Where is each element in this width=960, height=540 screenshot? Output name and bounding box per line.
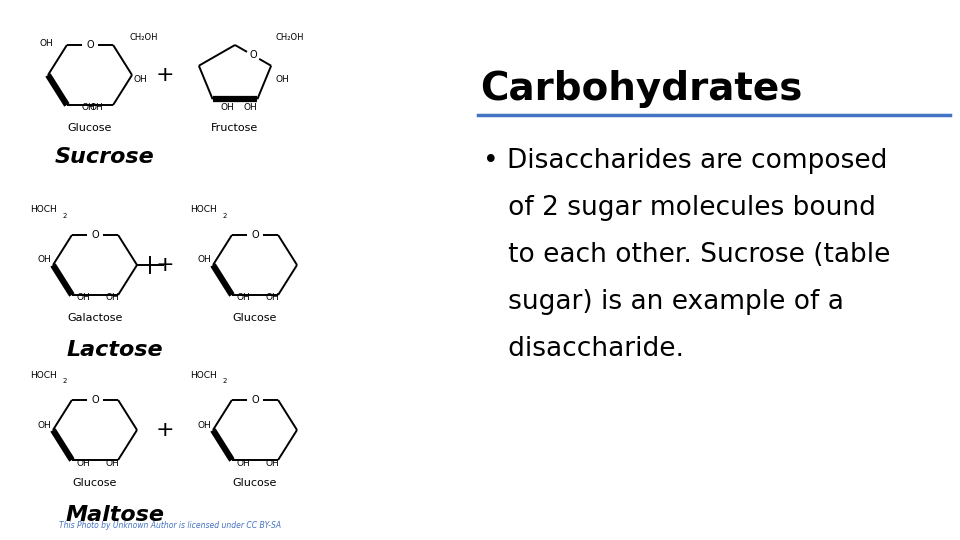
- Text: 2: 2: [223, 378, 228, 384]
- Text: OH: OH: [76, 294, 90, 302]
- Text: OH: OH: [89, 104, 103, 112]
- Text: Lactose: Lactose: [66, 340, 163, 360]
- Text: O: O: [86, 40, 94, 50]
- Text: 2: 2: [63, 213, 67, 219]
- Text: CH₂OH: CH₂OH: [275, 32, 303, 42]
- Text: CH₂OH: CH₂OH: [130, 32, 158, 42]
- Text: Carbohydrates: Carbohydrates: [480, 70, 803, 108]
- Text: to each other. Sucrose (table: to each other. Sucrose (table: [483, 242, 890, 268]
- Text: Sucrose: Sucrose: [55, 147, 155, 167]
- Text: Glucose: Glucose: [233, 478, 277, 488]
- Text: HOCH: HOCH: [30, 206, 57, 214]
- Text: • Disaccharides are composed: • Disaccharides are composed: [483, 148, 887, 174]
- Text: +: +: [156, 420, 175, 440]
- Text: OH: OH: [265, 458, 278, 468]
- Text: 2: 2: [63, 378, 67, 384]
- Text: This Photo by Unknown Author is licensed under CC BY-SA: This Photo by Unknown Author is licensed…: [59, 521, 281, 530]
- Text: 2: 2: [223, 213, 228, 219]
- Text: O: O: [250, 50, 257, 60]
- Text: OH: OH: [236, 458, 250, 468]
- Text: OH: OH: [197, 421, 211, 429]
- Text: O: O: [252, 395, 259, 405]
- Text: OH: OH: [76, 458, 90, 468]
- Text: Glucose: Glucose: [68, 123, 112, 133]
- Text: HOCH: HOCH: [190, 370, 217, 380]
- Text: Fructose: Fructose: [211, 123, 258, 133]
- Text: OH: OH: [37, 255, 51, 265]
- Text: disaccharide.: disaccharide.: [483, 336, 684, 362]
- Text: sugar) is an example of a: sugar) is an example of a: [483, 289, 844, 315]
- Text: OH: OH: [220, 104, 234, 112]
- Text: Maltose: Maltose: [65, 505, 164, 525]
- Text: OH: OH: [197, 255, 211, 265]
- Text: +: +: [156, 255, 175, 275]
- Text: Glucose: Glucose: [73, 478, 117, 488]
- Text: OH: OH: [105, 294, 119, 302]
- Text: OH: OH: [265, 294, 278, 302]
- Text: OH: OH: [39, 38, 53, 48]
- Text: OH: OH: [243, 104, 256, 112]
- Text: OH: OH: [105, 458, 119, 468]
- Text: HOCH: HOCH: [30, 370, 57, 380]
- Text: O: O: [91, 395, 99, 405]
- Text: +: +: [156, 65, 175, 85]
- Text: O: O: [252, 230, 259, 240]
- Text: OH: OH: [82, 104, 96, 112]
- Text: Glucose: Glucose: [233, 313, 277, 323]
- Text: OH: OH: [236, 294, 250, 302]
- Text: OH: OH: [134, 76, 148, 84]
- Text: O: O: [91, 230, 99, 240]
- Text: HOCH: HOCH: [190, 206, 217, 214]
- Text: OH: OH: [37, 421, 51, 429]
- Text: OH: OH: [275, 76, 289, 84]
- Text: Galactose: Galactose: [67, 313, 123, 323]
- Text: of 2 sugar molecules bound: of 2 sugar molecules bound: [483, 195, 876, 221]
